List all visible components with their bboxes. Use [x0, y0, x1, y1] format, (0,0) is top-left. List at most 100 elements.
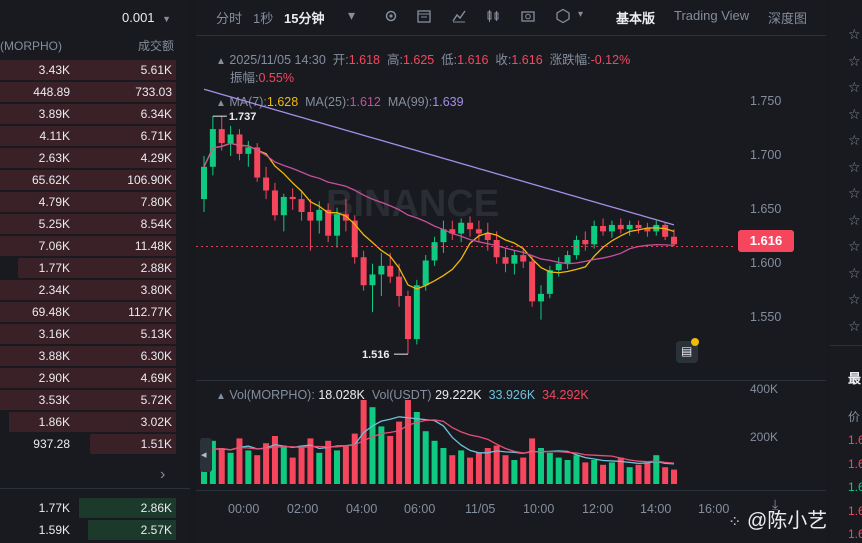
volume-bar — [626, 467, 633, 484]
ask-row[interactable]: 937.28 1.51K — [0, 433, 176, 455]
depth-bar — [0, 324, 176, 344]
ask-row[interactable]: 69.48K 112.77K — [0, 301, 176, 323]
collapse-icon[interactable]: ▲ — [216, 56, 226, 67]
ask-row[interactable]: 3.16K 5.13K — [0, 323, 176, 345]
ask-row[interactable]: 4.79K 7.80K — [0, 191, 176, 213]
view-depth[interactable]: 深度图 — [768, 11, 808, 26]
candle-body — [617, 224, 624, 230]
ask-row[interactable]: 2.63K 4.29K — [0, 147, 176, 169]
star-icon[interactable]: ☆ — [848, 264, 861, 281]
zoom-reset-icon[interactable]: ⤓ — [772, 496, 779, 512]
ask-row[interactable]: 3.43K 5.61K — [0, 59, 176, 81]
star-icon[interactable]: ☆ — [848, 317, 861, 334]
volume-bar — [351, 433, 358, 484]
ask-amount: 937.28 — [33, 437, 70, 451]
collapse-icon[interactable]: ▲ — [216, 391, 226, 402]
candle-body — [227, 134, 234, 144]
interval-1s[interactable]: 1秒 — [253, 11, 274, 26]
time-tick: 00:00 — [228, 502, 260, 516]
candle-body — [573, 240, 580, 256]
total-column-header: 成交额 — [137, 39, 174, 53]
volume-bar — [644, 462, 651, 484]
bid-row[interactable]: 1.59K 2.57K — [0, 519, 176, 541]
star-icon[interactable]: ☆ — [848, 132, 861, 148]
time-tick: 02:00 — [287, 502, 319, 516]
volume-bar — [289, 457, 296, 484]
bid-amount: 1.77K — [38, 501, 70, 515]
depth-bar — [0, 302, 176, 322]
depth-bar — [0, 148, 176, 168]
ask-row[interactable]: 7.06K 11.48K — [0, 235, 176, 257]
volume-bar — [307, 438, 314, 484]
hexagon-icon[interactable] — [555, 8, 571, 24]
settings-icon[interactable] — [383, 8, 399, 24]
chevron-down-icon[interactable]: ▾ — [348, 7, 356, 23]
scroll-left-button[interactable]: ◂ — [200, 438, 212, 472]
candle-body — [307, 212, 314, 221]
volume-bar — [218, 448, 225, 484]
volume-bar — [671, 469, 677, 484]
star-icon[interactable]: ☆ — [848, 105, 861, 122]
candle-body — [662, 224, 669, 237]
calendar-icon[interactable] — [416, 8, 432, 24]
star-icon[interactable]: ☆ — [848, 238, 861, 254]
bid-total: 2.86K — [140, 501, 172, 515]
chevron-left-icon: ◂ — [201, 449, 207, 461]
ask-row[interactable]: 65.62K 106.90K — [0, 169, 176, 191]
alert-button[interactable]: ▤ — [676, 338, 699, 363]
ask-row[interactable]: 3.53K 5.72K — [0, 389, 176, 411]
trade-price: 1.6 — [848, 527, 862, 541]
star-icon[interactable]: ☆ — [848, 211, 861, 228]
ma99-value: 1.639 — [432, 95, 464, 109]
ask-row[interactable]: 5.25K 8.54K — [0, 213, 176, 235]
collapse-icon[interactable]: ▲ — [216, 98, 226, 109]
star-icon[interactable]: ☆ — [848, 185, 861, 201]
chevron-down-icon[interactable]: ▾ — [578, 9, 584, 20]
candle-body — [502, 257, 509, 264]
star-icon[interactable]: ☆ — [848, 158, 861, 175]
candle-body — [360, 257, 367, 286]
depth-bar — [0, 192, 176, 212]
depth-bar — [0, 60, 176, 80]
kline-chart-panel: 分时 1秒 15分钟 ▾ ▾ 基本版 Trading View 深度图 ▲ 20… — [196, 0, 826, 543]
candle-body — [351, 220, 358, 258]
chevron-right-icon[interactable]: › — [160, 466, 166, 483]
interval-timeline[interactable]: 分时 — [216, 11, 243, 26]
ask-amount: 3.53K — [38, 393, 70, 407]
candle-type-icon[interactable] — [485, 8, 501, 24]
view-tradingview[interactable]: Trading View — [674, 8, 750, 23]
star-icon[interactable]: ☆ — [848, 79, 861, 95]
volume-bar — [431, 440, 438, 484]
ask-row[interactable]: 3.89K 6.34K — [0, 103, 176, 125]
time-tick: 10:00 — [523, 502, 555, 516]
candle-body — [316, 209, 323, 221]
volume-bar — [325, 440, 332, 484]
interval-15m[interactable]: 15分钟 — [284, 11, 325, 26]
ask-row[interactable]: 448.89 733.03 — [0, 81, 176, 103]
candle-body — [537, 293, 544, 302]
volume-info: ▲ Vol(MORPHO): 18.028K Vol(USDT) 29.222K… — [216, 388, 589, 402]
order-book-header: 0.001 ▼ 量(MORPHO) 成交额 — [0, 0, 190, 56]
candle-body — [671, 236, 677, 245]
candle-body — [564, 255, 571, 264]
ask-row[interactable]: 1.86K 3.02K — [0, 411, 176, 433]
indicator-icon[interactable] — [451, 8, 467, 24]
ask-total: 4.29K — [140, 151, 172, 165]
star-icon[interactable]: ☆ — [848, 26, 861, 42]
depth-bar — [0, 346, 176, 366]
volume-ma1-line — [203, 416, 675, 465]
star-icon[interactable]: ☆ — [848, 291, 861, 307]
screenshot-icon[interactable] — [520, 8, 536, 24]
volume-bar — [467, 457, 474, 484]
ask-row[interactable]: 3.88K 6.30K — [0, 345, 176, 367]
bid-row[interactable]: 1.77K 2.86K — [0, 497, 176, 519]
ask-row[interactable]: 2.34K 3.80K — [0, 279, 176, 301]
view-basic[interactable]: 基本版 — [616, 11, 656, 26]
ask-row[interactable]: 2.90K 4.69K — [0, 367, 176, 389]
star-icon[interactable]: ☆ — [848, 52, 861, 69]
ask-row[interactable]: 4.11K 6.71K — [0, 125, 176, 147]
volume-chart — [201, 400, 677, 484]
precision-select[interactable]: 0.001 ▼ — [122, 10, 171, 25]
ask-row[interactable]: 1.77K 2.88K — [0, 257, 176, 279]
